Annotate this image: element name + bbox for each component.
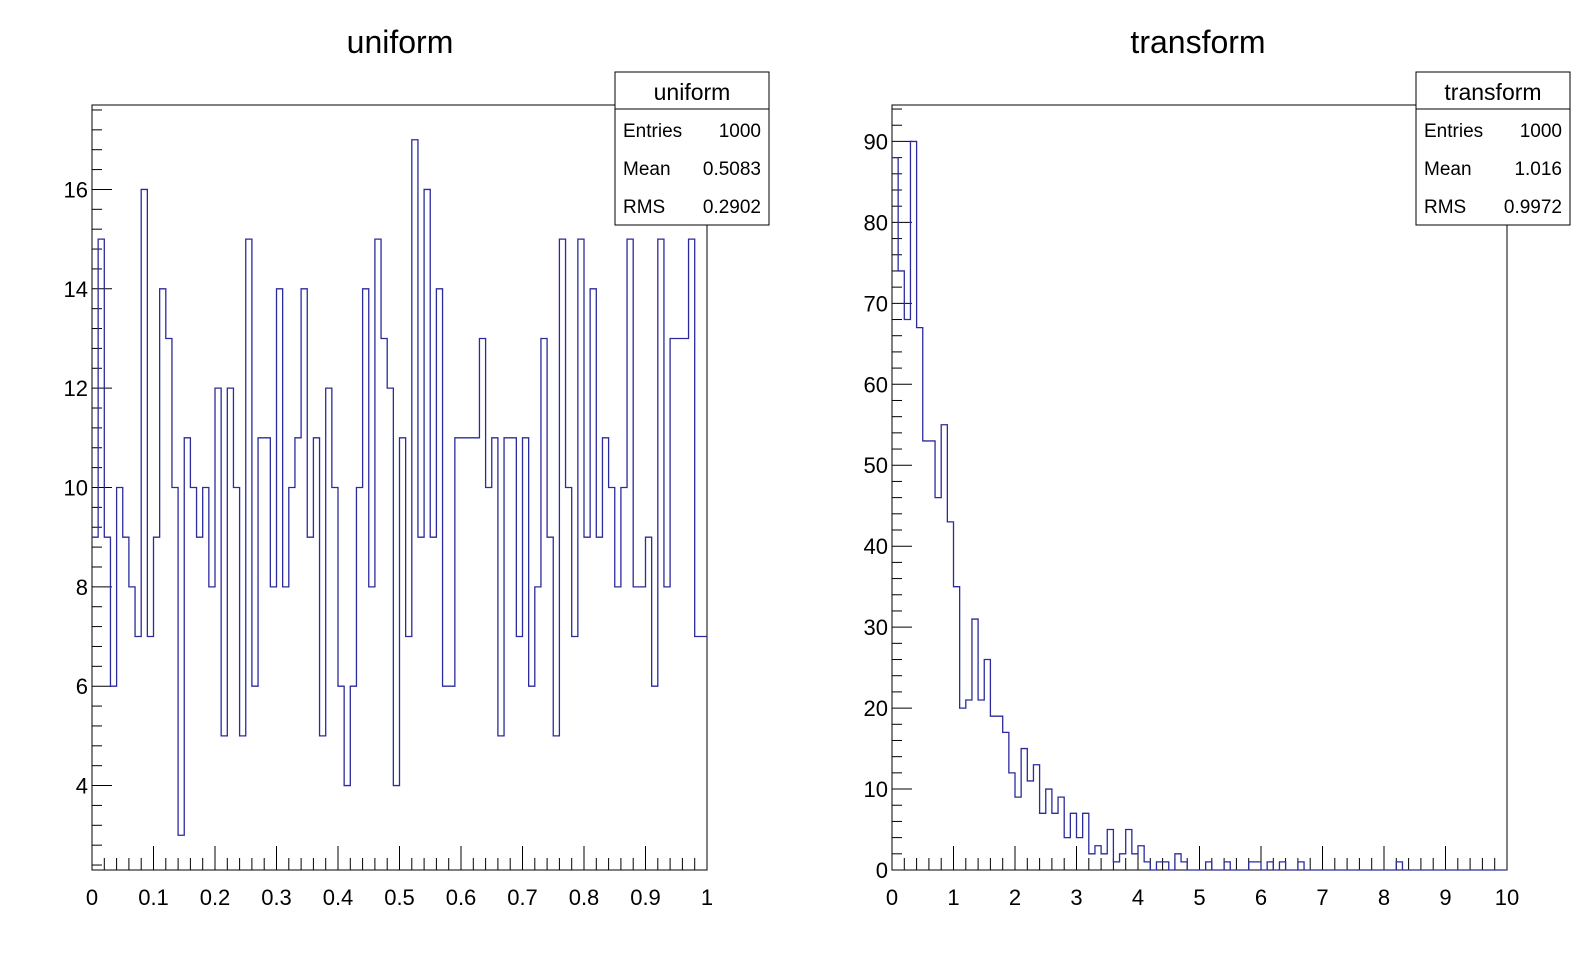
transform-x-tick-label: 7	[1316, 885, 1328, 910]
transform-stats-rms-label: RMS	[1424, 197, 1466, 218]
uniform-x-tick-label: 0.3	[261, 885, 292, 910]
transform-x-tick-label: 8	[1378, 885, 1390, 910]
transform-pad: transform 0 1 2 3 4 5 6 7 8 9 10 0 10 20 30 40 50 60 70 80…	[864, 24, 1571, 910]
transform-stats-box: transform Entries 1000 Mean 1.016 RMS 0.…	[1415, 71, 1571, 226]
transform-x-tick-label: 3	[1070, 885, 1082, 910]
transform-x-tick-label: 6	[1255, 885, 1267, 910]
transform-y-tick-label: 20	[864, 696, 888, 721]
transform-x-tick-label: 9	[1439, 885, 1451, 910]
transform-y-tick-label: 40	[864, 534, 888, 559]
uniform-x-tick-label: 0.6	[446, 885, 477, 910]
uniform-pad: uniform 0 0.1 0.2 0.3 0.4 0.5 0.6 0.7 0.8 0.9 1 4 6…	[64, 24, 770, 910]
transform-stats-entries-value: 1000	[1520, 121, 1562, 142]
uniform-y-tick-label: 8	[76, 575, 88, 600]
transform-x-tick-label: 10	[1495, 885, 1519, 910]
uniform-y-tick-label: 16	[64, 177, 88, 202]
uniform-title: uniform	[347, 24, 454, 60]
uniform-y-tick-label: 10	[64, 476, 88, 501]
uniform-x-tick-label: 0.9	[630, 885, 661, 910]
transform-x-tick-label: 4	[1132, 885, 1144, 910]
uniform-x-tick-label: 0.8	[569, 885, 600, 910]
uniform-stats-entries-label: Entries	[623, 121, 682, 142]
uniform-stats-mean-value: 0.5083	[703, 159, 761, 180]
uniform-x-axis: 0 0.1 0.2 0.3 0.4 0.5 0.6 0.7 0.8 0.9 1	[86, 846, 713, 910]
transform-y-tick-label: 90	[864, 129, 888, 154]
uniform-x-tick-label: 0.2	[200, 885, 231, 910]
uniform-stats-rms-label: RMS	[623, 197, 665, 218]
uniform-y-tick-label: 6	[76, 674, 88, 699]
uniform-y-tick-label: 12	[64, 376, 88, 401]
transform-stats-mean-label: Mean	[1424, 159, 1472, 180]
transform-x-tick-label: 2	[1009, 885, 1021, 910]
uniform-stats-box: uniform Entries 1000 Mean 0.5083 RMS 0.2…	[614, 71, 770, 226]
transform-y-tick-label: 60	[864, 372, 888, 397]
uniform-y-axis: 4 6 8 10 12 14 16	[64, 109, 112, 866]
uniform-stats-rms-value: 0.2902	[703, 197, 761, 218]
transform-stats-entries-label: Entries	[1424, 121, 1483, 142]
transform-histogram-line	[892, 140, 1507, 871]
uniform-stats-name: uniform	[654, 79, 731, 105]
transform-y-tick-label: 80	[864, 210, 888, 235]
transform-y-tick-label: 30	[864, 615, 888, 640]
uniform-y-tick-label: 14	[64, 277, 88, 302]
transform-y-tick-label: 70	[864, 291, 888, 316]
uniform-x-tick-label: 1	[701, 885, 713, 910]
transform-y-axis: 0 10 20 30 40 50 60 70 80 90	[864, 108, 912, 883]
transform-stats-name: transform	[1444, 79, 1541, 105]
transform-y-tick-label: 50	[864, 453, 888, 478]
transform-y-tick-label: 10	[864, 777, 888, 802]
transform-stats-mean-value: 1.016	[1514, 159, 1562, 180]
transform-y-tick-label: 0	[876, 858, 888, 883]
uniform-x-tick-label: 0	[86, 885, 98, 910]
uniform-y-tick-label: 4	[76, 774, 88, 799]
uniform-x-tick-label: 0.7	[507, 885, 538, 910]
uniform-x-tick-label: 0.5	[384, 885, 415, 910]
transform-x-tick-label: 1	[947, 885, 959, 910]
uniform-histogram-line	[92, 139, 707, 836]
transform-x-tick-label: 0	[886, 885, 898, 910]
uniform-stats-entries-value: 1000	[719, 121, 761, 142]
transform-stats-rms-value: 0.9972	[1504, 197, 1562, 218]
uniform-x-tick-label: 0.1	[138, 885, 169, 910]
uniform-x-tick-label: 0.4	[323, 885, 354, 910]
uniform-stats-mean-label: Mean	[623, 159, 671, 180]
transform-x-tick-label: 5	[1193, 885, 1205, 910]
transform-title: transform	[1130, 24, 1265, 60]
